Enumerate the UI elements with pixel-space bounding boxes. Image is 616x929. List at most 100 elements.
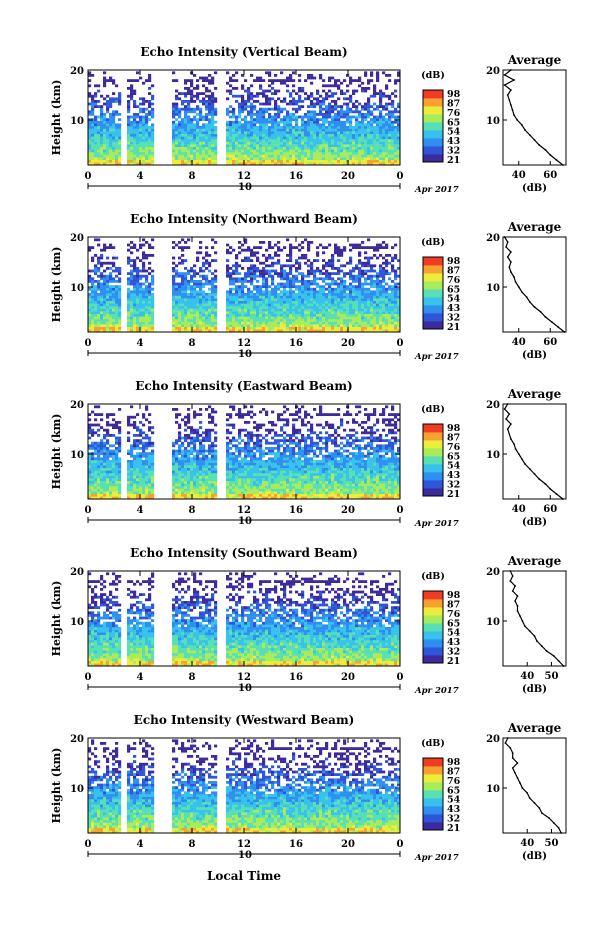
- heatmap-cell: [91, 480, 95, 484]
- heatmap-cell: [391, 287, 395, 291]
- heatmap-cell: [130, 298, 134, 301]
- heatmap-cell: [103, 128, 107, 132]
- heatmap-cell: [103, 84, 107, 88]
- heatmap-cell: [250, 248, 254, 252]
- heatmap-cell: [112, 287, 116, 291]
- heatmap-cell: [250, 290, 254, 294]
- heatmap-cell: [232, 321, 236, 325]
- heatmap-cell: [286, 300, 290, 304]
- heatmap-cell: [184, 139, 188, 142]
- heatmap-cell: [337, 84, 341, 88]
- heatmap-cell: [259, 241, 263, 244]
- heatmap-cell: [331, 139, 335, 142]
- heatmap-cell: [184, 295, 188, 299]
- heatmap-cell: [313, 321, 317, 325]
- heatmap-cell: [247, 248, 251, 252]
- heatmap-cell: [136, 326, 140, 330]
- heatmap-cell: [91, 256, 95, 260]
- heatmap-cell: [244, 136, 248, 140]
- heatmap-cell: [229, 123, 233, 127]
- heatmap-cell: [355, 293, 359, 296]
- heatmap-cell: [367, 261, 371, 265]
- heatmap-cell: [343, 146, 347, 150]
- heatmap-cell: [265, 131, 269, 134]
- heatmap-cell: [307, 94, 311, 98]
- heatmap-cell: [253, 113, 257, 116]
- heatmap-cell: [259, 261, 263, 265]
- heatmap-cell: [355, 280, 359, 283]
- heatmap-cell: [97, 311, 101, 314]
- heatmap-cell: [337, 313, 341, 317]
- heatmap-cell: [307, 308, 311, 312]
- heatmap-cell: [316, 123, 320, 127]
- heatmap-cell: [94, 92, 98, 95]
- heatmap-cell: [142, 120, 146, 124]
- heatmap-cell: [238, 285, 242, 288]
- heatmap-cell: [208, 329, 212, 333]
- heatmap-cell: [241, 141, 245, 145]
- heatmap-cell: [289, 79, 293, 82]
- heatmap-cell: [151, 144, 155, 147]
- heatmap-cell: [202, 157, 206, 160]
- heatmap-cell: [286, 154, 290, 158]
- heatmap-cell: [244, 277, 248, 281]
- heatmap-cell: [148, 154, 152, 158]
- heatmap-cell: [208, 264, 212, 268]
- heatmap-cell: [226, 272, 230, 275]
- heatmap-cell: [367, 81, 371, 85]
- heatmap-cell: [208, 128, 212, 132]
- heatmap-cell: [292, 319, 296, 322]
- heatmap-cell: [394, 139, 398, 142]
- heatmap-cell: [262, 306, 266, 309]
- heatmap-cell: [205, 321, 209, 325]
- heatmap-cell: [196, 107, 200, 111]
- heatmap-cell: [292, 141, 296, 145]
- heatmap-cell: [262, 133, 266, 137]
- heatmap-cell: [151, 254, 155, 257]
- heatmap-cell: [394, 321, 398, 325]
- heatmap-cell: [244, 311, 248, 314]
- heatmap-cell: [133, 100, 137, 103]
- heatmap-cell: [397, 102, 401, 106]
- heatmap-cell: [229, 287, 233, 291]
- heatmap-cell: [136, 293, 140, 296]
- heatmap-cell: [136, 71, 140, 75]
- heatmap-cell: [142, 126, 146, 129]
- heatmap-cell: [283, 298, 287, 301]
- heatmap-cell: [286, 144, 290, 147]
- heatmap-cell: [127, 162, 131, 166]
- heatmap-cell: [373, 133, 377, 137]
- heatmap-cell: [214, 298, 218, 301]
- heatmap-cell: [199, 319, 203, 322]
- heatmap-cell: [178, 141, 182, 145]
- heatmap-cell: [103, 126, 107, 129]
- heatmap-cell: [325, 118, 329, 121]
- colorbar-swatch: [423, 265, 443, 274]
- heatmap-cell: [235, 254, 239, 257]
- heatmap-cell: [88, 144, 92, 147]
- heatmap-cell: [313, 144, 317, 147]
- heatmap-cell: [307, 74, 311, 77]
- heatmap-cell: [289, 100, 293, 103]
- heatmap-cell: [337, 159, 341, 163]
- heatmap-cell: [247, 123, 251, 127]
- heatmap-cell: [97, 324, 101, 327]
- heatmap-cell: [91, 460, 95, 463]
- heatmap-cell: [391, 149, 395, 153]
- heatmap-cell: [337, 251, 341, 255]
- heatmap-cell: [331, 319, 335, 322]
- heatmap-cell: [235, 267, 239, 270]
- heatmap-cell: [340, 162, 344, 166]
- heatmap-cell: [247, 303, 251, 307]
- heatmap-cell: [97, 287, 101, 291]
- heatmap-cell: [286, 102, 290, 106]
- heatmap-cell: [88, 496, 92, 500]
- heatmap-cell: [211, 128, 215, 132]
- heatmap-cell: [310, 144, 314, 147]
- heatmap-cell: [319, 287, 323, 291]
- heatmap-cell: [211, 126, 215, 129]
- heatmap-cell: [190, 120, 194, 124]
- heatmap-cell: [184, 141, 188, 145]
- heatmap-cell: [187, 316, 191, 320]
- heatmap-cell: [343, 316, 347, 320]
